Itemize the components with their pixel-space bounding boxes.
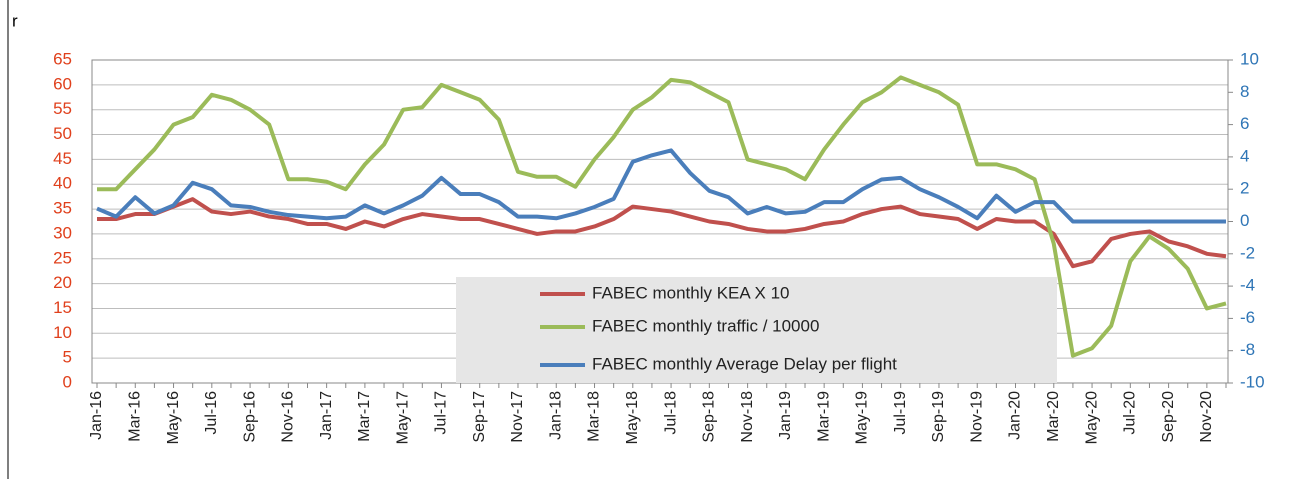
y2-tick-label: 0	[1240, 211, 1249, 230]
x-tick-label: Mar-20	[1045, 391, 1062, 442]
y-tick-label: 40	[53, 174, 72, 193]
x-tick-label: Jan-16	[88, 391, 105, 440]
y-tick-label: 15	[53, 298, 72, 317]
y-tick-label: 60	[53, 74, 72, 93]
y-tick-label: 35	[53, 199, 72, 218]
y2-tick-label: 6	[1240, 114, 1249, 133]
x-tick-label: Mar-18	[586, 391, 603, 442]
y2-tick-label: -8	[1240, 340, 1255, 359]
y2-tick-label: -6	[1240, 308, 1255, 327]
legend-label: FABEC monthly KEA X 10	[592, 283, 789, 302]
y2-tick-label: -2	[1240, 243, 1255, 262]
legend-label: FABEC monthly Average Delay per flight	[592, 354, 897, 373]
y-tick-label: 10	[53, 323, 72, 342]
x-tick-label: Mar-19	[815, 391, 832, 442]
x-tick-label: Jul-17	[433, 391, 450, 435]
x-tick-label: Jan-19	[777, 391, 794, 440]
legend-label: FABEC monthly traffic / 10000	[592, 316, 819, 335]
x-tick-label: May-20	[1083, 391, 1100, 444]
y2-tick-label: 4	[1240, 146, 1249, 165]
x-tick-label: May-19	[854, 391, 871, 444]
y-tick-label: 25	[53, 248, 72, 267]
x-tick-label: Nov-17	[509, 391, 526, 443]
y2-tick-label: -10	[1240, 372, 1265, 391]
x-tick-label: Nov-20	[1198, 391, 1215, 443]
x-tick-label: May-16	[165, 391, 182, 444]
y-tick-label: 0	[63, 372, 72, 391]
x-tick-label: Jul-18	[662, 391, 679, 435]
series-line	[96, 148, 1226, 224]
x-tick-label: Nov-18	[739, 391, 756, 443]
y2-tick-label: 10	[1240, 49, 1259, 68]
x-tick-label: Jan-20	[1007, 391, 1024, 440]
y-tick-label: 55	[53, 99, 72, 118]
annotation: r	[12, 11, 18, 30]
x-tick-label: Nov-16	[280, 391, 297, 443]
x-tick-label: Sep-16	[241, 391, 258, 443]
y-tick-label: 50	[53, 124, 72, 143]
series-line	[97, 75, 1227, 358]
series-line	[97, 197, 1227, 269]
y-tick-label: 20	[53, 273, 72, 292]
x-tick-label: Jan-18	[547, 391, 564, 440]
x-tick-label: Jan-17	[318, 391, 335, 440]
x-tick-label: Sep-18	[701, 391, 718, 443]
y2-tick-label: 8	[1240, 82, 1249, 101]
x-tick-label: Sep-20	[1160, 391, 1177, 443]
x-tick-label: Jul-16	[203, 391, 220, 435]
x-tick-label: Sep-19	[930, 391, 947, 443]
y-tick-label: 5	[63, 348, 72, 367]
y-tick-label: 45	[53, 149, 72, 168]
y-tick-label: 30	[53, 223, 72, 242]
x-tick-label: Mar-17	[356, 391, 373, 442]
x-tick-label: May-17	[394, 391, 411, 444]
x-tick-label: May-18	[624, 391, 641, 444]
x-tick-label: Jul-20	[1122, 391, 1139, 435]
y2-tick-label: 2	[1240, 179, 1249, 198]
x-tick-label: Nov-19	[968, 391, 985, 443]
x-tick-label: Jul-19	[892, 391, 909, 435]
x-tick-label: Mar-16	[126, 391, 143, 442]
y-tick-label: 65	[53, 49, 72, 68]
x-tick-label: Sep-17	[471, 391, 488, 443]
y2-tick-label: -4	[1240, 276, 1255, 295]
